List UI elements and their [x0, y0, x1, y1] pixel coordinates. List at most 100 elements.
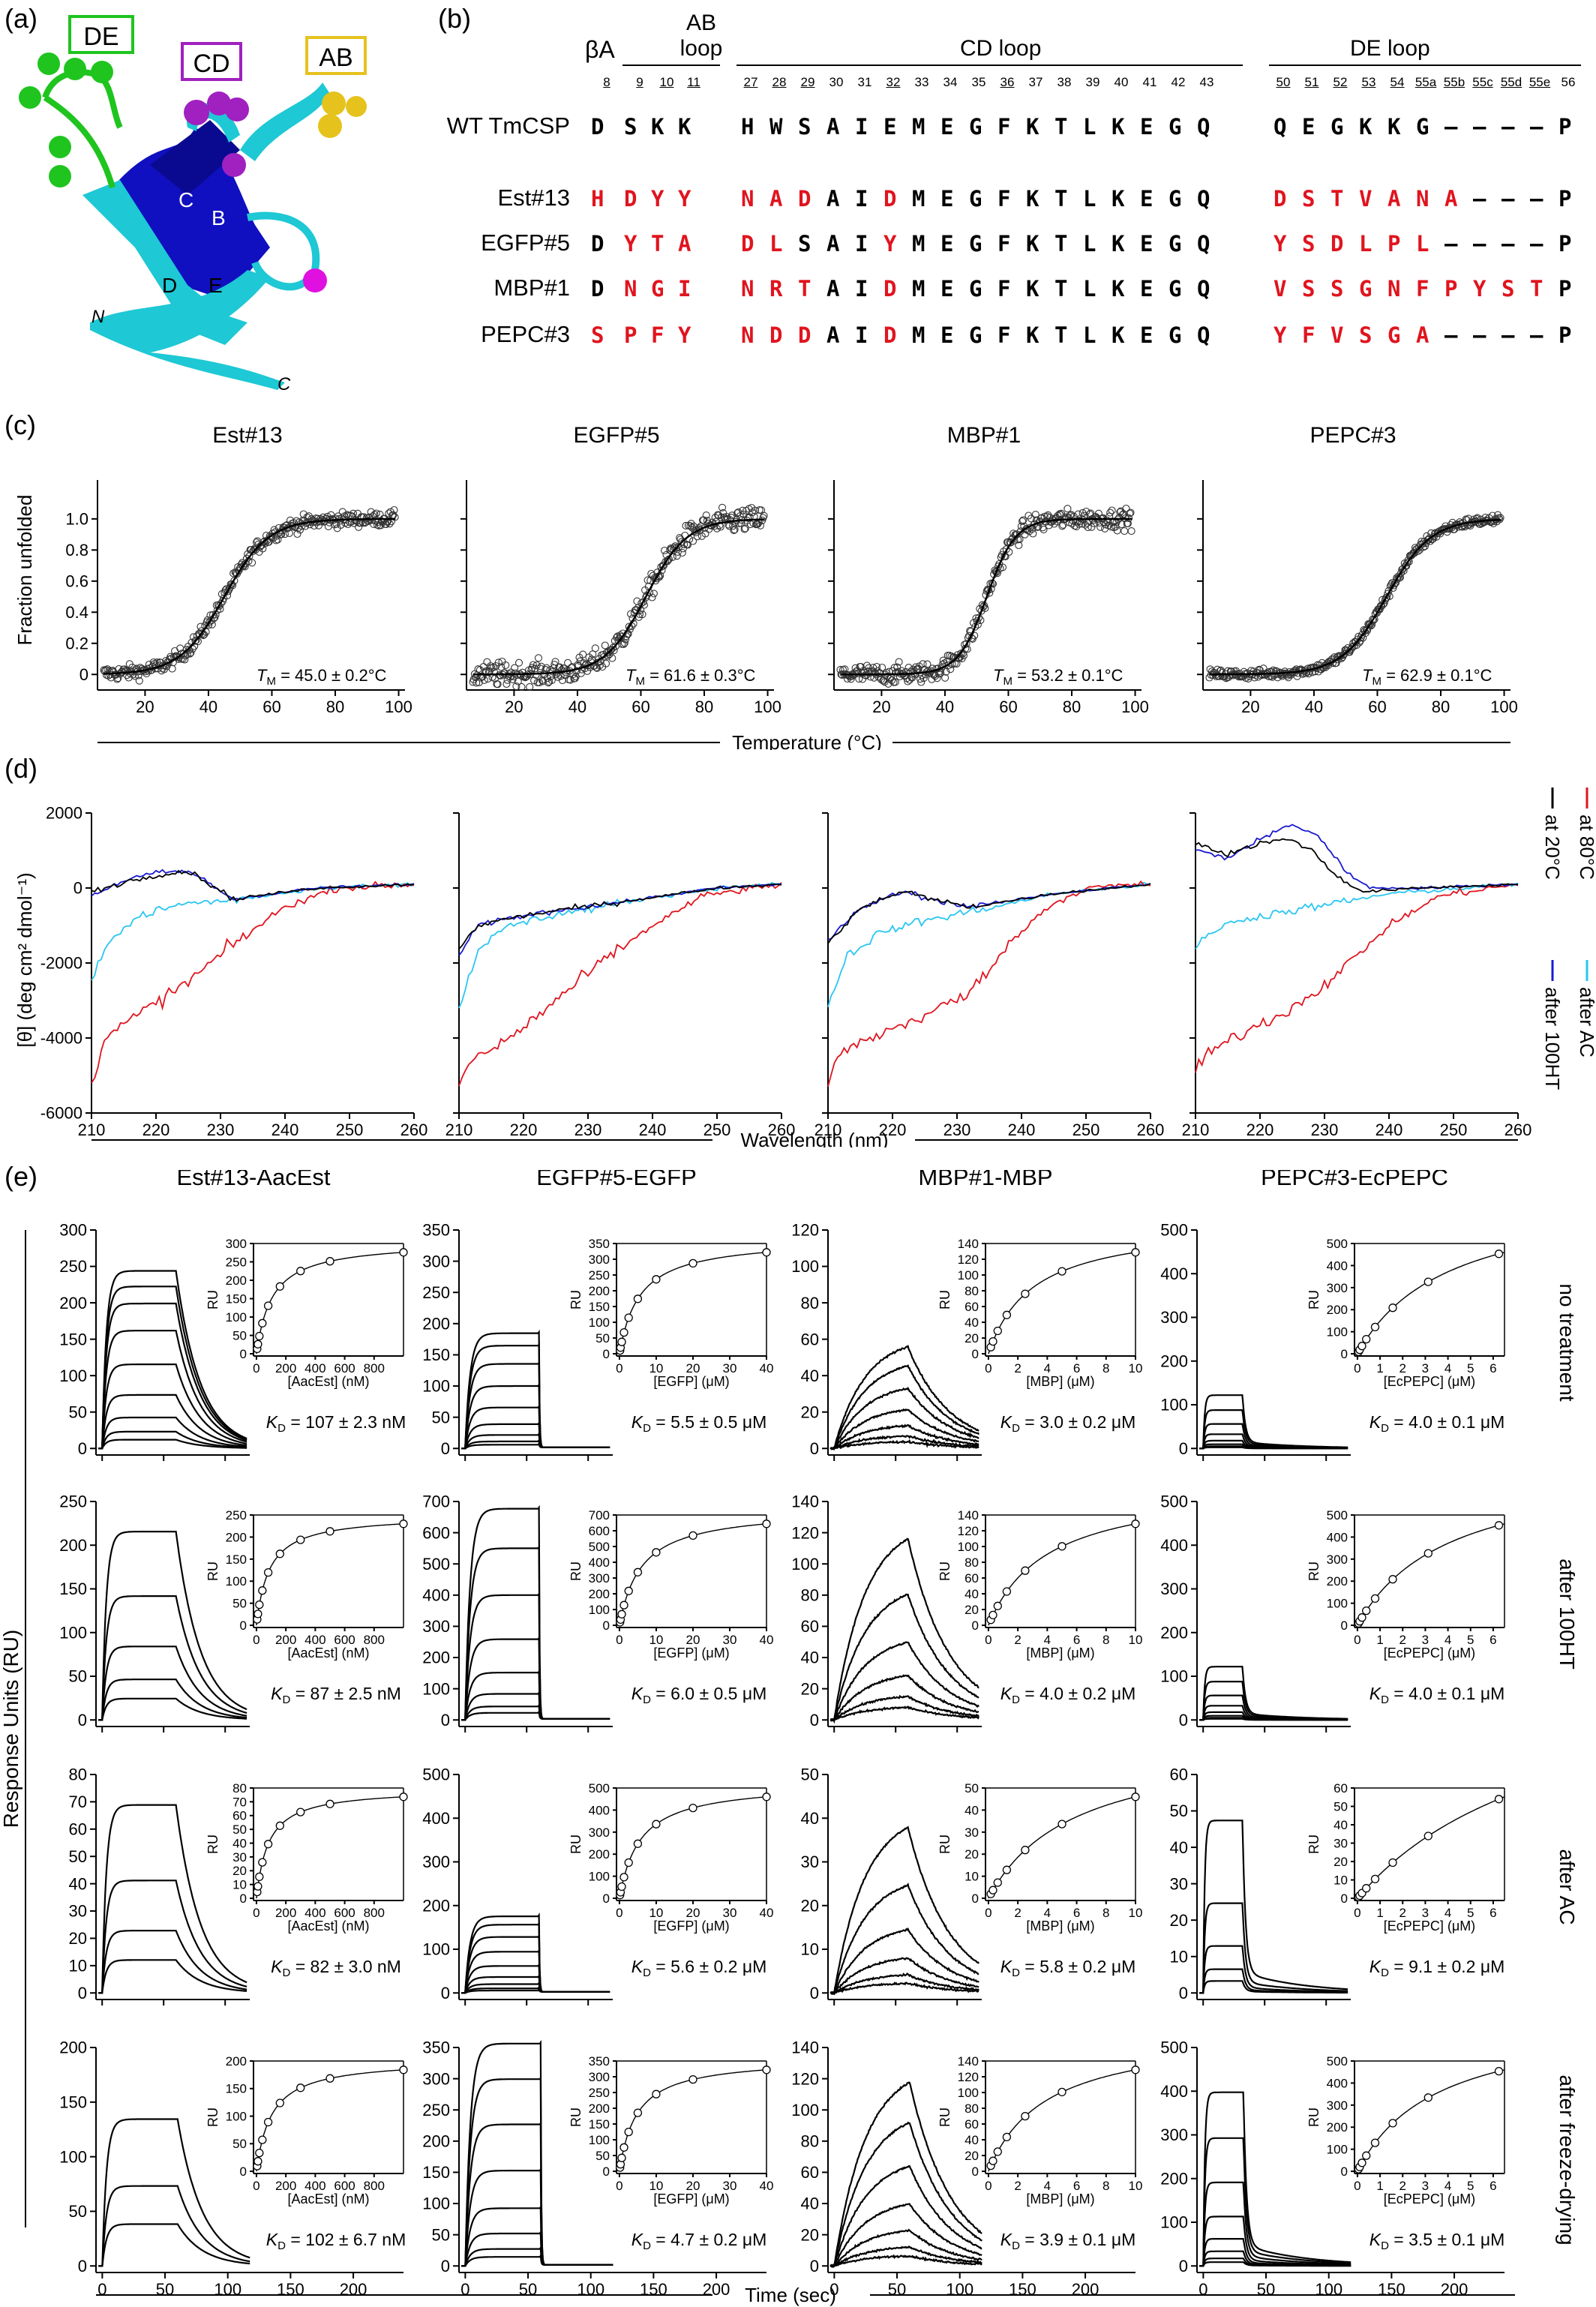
residue: S: [591, 322, 604, 348]
kd-label: KD = 4.0 ± 0.2 μM: [1000, 1684, 1136, 1706]
x-tick-label: 230: [574, 1120, 602, 1139]
y-tick-label: 350: [589, 1237, 610, 1251]
x-tick-label: 2: [1400, 1633, 1406, 1647]
y-tick-label: 140: [958, 2054, 979, 2068]
y-tick-label: 500: [1327, 2054, 1348, 2068]
residue: K: [1112, 114, 1125, 140]
inset-point: [762, 1520, 771, 1528]
inset-point: [1058, 1542, 1066, 1551]
data-point: [894, 668, 902, 676]
inset-point: [617, 1882, 626, 1892]
inset-y-label: RU: [568, 2108, 584, 2127]
residue: —: [1473, 322, 1486, 348]
data-point: [648, 593, 656, 602]
residue: K: [1026, 276, 1040, 302]
data-point: [876, 669, 884, 677]
data-point: [114, 674, 122, 682]
y-tick-label: 200: [1160, 2169, 1188, 2188]
sensorgram-trace: [830, 1706, 980, 1721]
y-tick-label: 250: [589, 2086, 610, 2100]
y-tick-label: 150: [226, 1552, 247, 1567]
x-tick-label: 400: [304, 1906, 326, 1920]
y-tick-label: 300: [422, 2069, 450, 2088]
residue: —: [1502, 322, 1515, 348]
cd-spectrum-at20: [458, 883, 782, 950]
x-tick-label: 100: [1315, 2280, 1342, 2299]
x-tick-label: 20: [505, 698, 523, 716]
inset-point: [255, 2148, 264, 2158]
x-tick-label: 0: [1354, 1906, 1360, 1920]
inset-point: [258, 1318, 267, 1328]
sensorgram-trace: [830, 1694, 980, 1722]
coil-loop-ab: [240, 82, 330, 161]
y-tick-label: 120: [958, 2070, 979, 2084]
data-point: [1078, 520, 1086, 528]
residue: T: [1054, 114, 1068, 140]
x-tick-label: 100: [1121, 698, 1149, 716]
y-tick-label: 200: [589, 1284, 610, 1298]
y-tick-label: 0: [810, 1711, 819, 1730]
data-point: [355, 523, 363, 531]
column-title: PEPC#3-EcPEPC: [1261, 1170, 1448, 1190]
x-tick-label: 6: [1490, 1633, 1496, 1647]
inset-y-label: RU: [206, 2108, 220, 2127]
y-tick-label: 300: [1327, 2098, 1348, 2113]
y-tick-label: 0: [810, 2257, 819, 2276]
kd-symbol: K: [271, 1684, 284, 1703]
inset-point: [1370, 1594, 1380, 1604]
residue: T: [798, 276, 812, 302]
data-point: [718, 503, 727, 512]
y-tick-label: 100: [422, 1377, 450, 1396]
inset-points: [986, 1520, 1140, 1624]
data-point: [1016, 536, 1024, 544]
data-point: [872, 662, 881, 671]
y-tick-label: 40: [1170, 1838, 1188, 1857]
y-tick-label: 0: [78, 1439, 87, 1458]
x-tick-label: 20: [872, 698, 890, 716]
kd-subscript: D: [643, 1422, 651, 1435]
residue: N: [741, 186, 754, 212]
y-tick-label: 40: [801, 2194, 819, 2213]
x-tick-label: 40: [760, 1633, 774, 1647]
x-tick-label: 210: [1182, 1120, 1210, 1139]
data-point: [643, 591, 651, 599]
x-tick-label: 400: [304, 1633, 326, 1647]
kd-label: KD = 5.8 ± 0.2 μM: [1000, 1957, 1136, 1979]
x-axis-label: Time (sec): [745, 2284, 836, 2306]
data-point: [370, 520, 378, 528]
residue: V: [1359, 186, 1372, 212]
cd-spectrum-ac: [827, 881, 1151, 1007]
residue: —: [1530, 186, 1544, 212]
residue: K: [1112, 186, 1125, 212]
y-tick-label: 350: [422, 2038, 450, 2057]
sensorgram-trace: [1199, 1820, 1348, 1994]
inset-point: [1388, 1575, 1397, 1584]
data-point: [1022, 525, 1031, 533]
x-tick-label: 80: [695, 698, 713, 716]
inset-point: [326, 1257, 334, 1266]
sensorgram-trace: [98, 1430, 248, 1450]
inset-fit-curve: [1357, 1796, 1505, 1899]
data-point: [558, 676, 567, 685]
data-point: [888, 676, 896, 685]
sensorgram-trace: [830, 1435, 980, 1450]
y-tick-label: 30: [801, 1852, 819, 1871]
x-tick-label: 600: [334, 2179, 355, 2193]
data-point: [674, 548, 682, 556]
y-tick-label: 500: [589, 1781, 610, 1796]
x-tick-label: 100: [1490, 698, 1518, 716]
x-tick-label: 200: [275, 1633, 296, 1647]
spr-plot-axes: 0 50 100 150 200 0 50 100 150 200: [59, 2038, 404, 2299]
inset-x-label: [AacEst] (nM): [287, 1918, 369, 1934]
y-tick-label: 0: [972, 2164, 979, 2179]
y-tick-label: 100: [1327, 1325, 1348, 1340]
y-tick-label: 500: [1160, 1221, 1188, 1240]
x-tick-label: 200: [275, 1906, 296, 1920]
x-tick-label: 4: [1444, 1633, 1451, 1647]
kd-subscript: D: [278, 1422, 286, 1435]
residue: F: [1302, 322, 1316, 348]
y-tick-label: 50: [232, 1597, 247, 1611]
data-point: [332, 514, 340, 523]
x-tick-label: 20: [136, 698, 154, 716]
y-tick-label: 150: [59, 1330, 87, 1348]
